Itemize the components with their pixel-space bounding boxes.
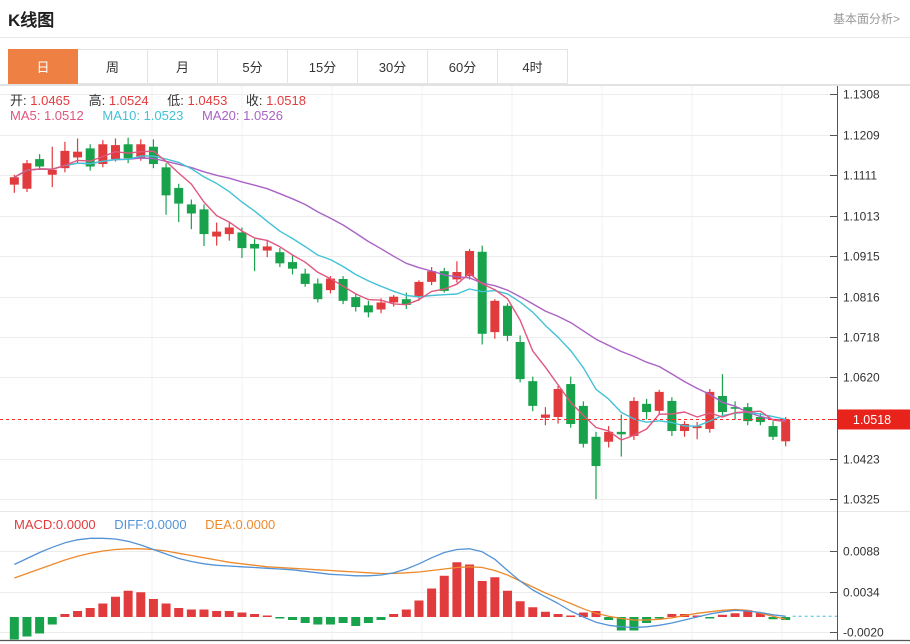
svg-text:1.0915: 1.0915 [843,250,880,264]
chart-area: 1.1308 1.1209 1.1111 1.1013 1.0915 1.0816 1.07… [0,85,910,643]
tab-60min[interactable]: 60分 [428,49,498,84]
svg-text:1.1308: 1.1308 [843,88,880,102]
fundamental-analysis-link[interactable]: 基本面分析> [832,12,900,26]
tab-month[interactable]: 月 [148,49,218,84]
header: K线图 基本面分析> [0,0,910,38]
svg-text:1.0718: 1.0718 [843,331,880,345]
svg-text:-0.0020: -0.0020 [843,626,884,640]
svg-text:1.1111: 1.1111 [843,169,877,183]
svg-text:1.0518: 1.0518 [853,413,891,427]
svg-text:1.0816: 1.0816 [843,291,880,305]
svg-text:1.0620: 1.0620 [843,371,880,385]
tab-30min[interactable]: 30分 [358,49,428,84]
tab-day[interactable]: 日 [8,49,78,84]
svg-text:0.0034: 0.0034 [843,586,880,600]
tab-15min[interactable]: 15分 [288,49,358,84]
svg-text:1.1209: 1.1209 [843,129,880,143]
interval-tabs: 日 周 月 5分 15分 30分 60分 4时 [0,49,910,85]
svg-text:1.1013: 1.1013 [843,210,880,224]
candlestick-chart[interactable]: 1.1308 1.1209 1.1111 1.1013 1.0915 1.0816 1.07… [0,85,910,511]
tab-5min[interactable]: 5分 [218,49,288,84]
svg-text:1.0325: 1.0325 [843,493,880,507]
tab-week[interactable]: 周 [78,49,148,84]
svg-text:1.0423: 1.0423 [843,453,880,467]
tab-4hour[interactable]: 4时 [498,49,568,84]
macd-chart[interactable]: 0.0088 0.0034 -0.0020 [0,511,910,643]
svg-text:0.0088: 0.0088 [843,545,880,559]
page-title: K线图 [8,11,55,30]
